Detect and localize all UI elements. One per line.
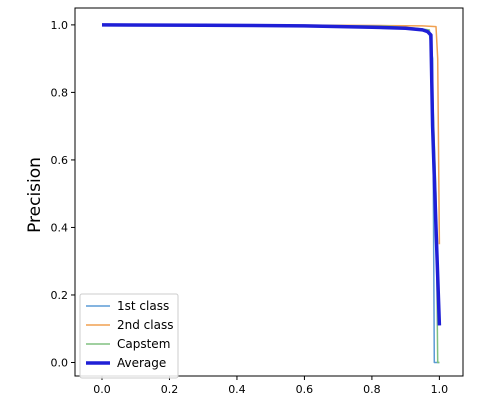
series-lines [101,23,442,364]
legend-label: 2nd class [117,318,173,332]
y-tick-label: 0.2 [51,289,69,302]
y-tick-label: 1.0 [51,19,69,32]
x-tick-label: 0.8 [363,383,381,396]
y-tick-label: 0.6 [51,154,69,167]
x-tick-label: 0.0 [93,383,111,396]
legend: 1st class 2nd class Capstem Average [79,293,179,379]
x-tick-label: 0.6 [296,383,314,396]
x-tick-label: 0.4 [228,383,246,396]
y-tick-label: 0.4 [51,221,69,234]
x-axis-ticks: 0.0 0.2 0.4 0.6 0.8 1.0 [93,376,448,396]
y-axis-label: Precision [25,157,45,233]
plot-frame [74,7,464,377]
series-line-average [101,23,442,326]
x-tick-label: 0.2 [161,383,179,396]
y-axis-ticks: 0.0 0.2 0.4 0.6 0.8 1.0 [51,19,75,369]
legend-label: Average [117,356,166,370]
y-tick-label: 0.8 [51,86,69,99]
series-line-2nd-class [102,24,441,245]
legend-label: Capstem [117,337,170,351]
legend-box [79,293,179,379]
y-tick-label: 0.0 [51,356,69,369]
x-tick-label: 1.0 [431,383,449,396]
legend-label: 1st class [117,299,169,313]
